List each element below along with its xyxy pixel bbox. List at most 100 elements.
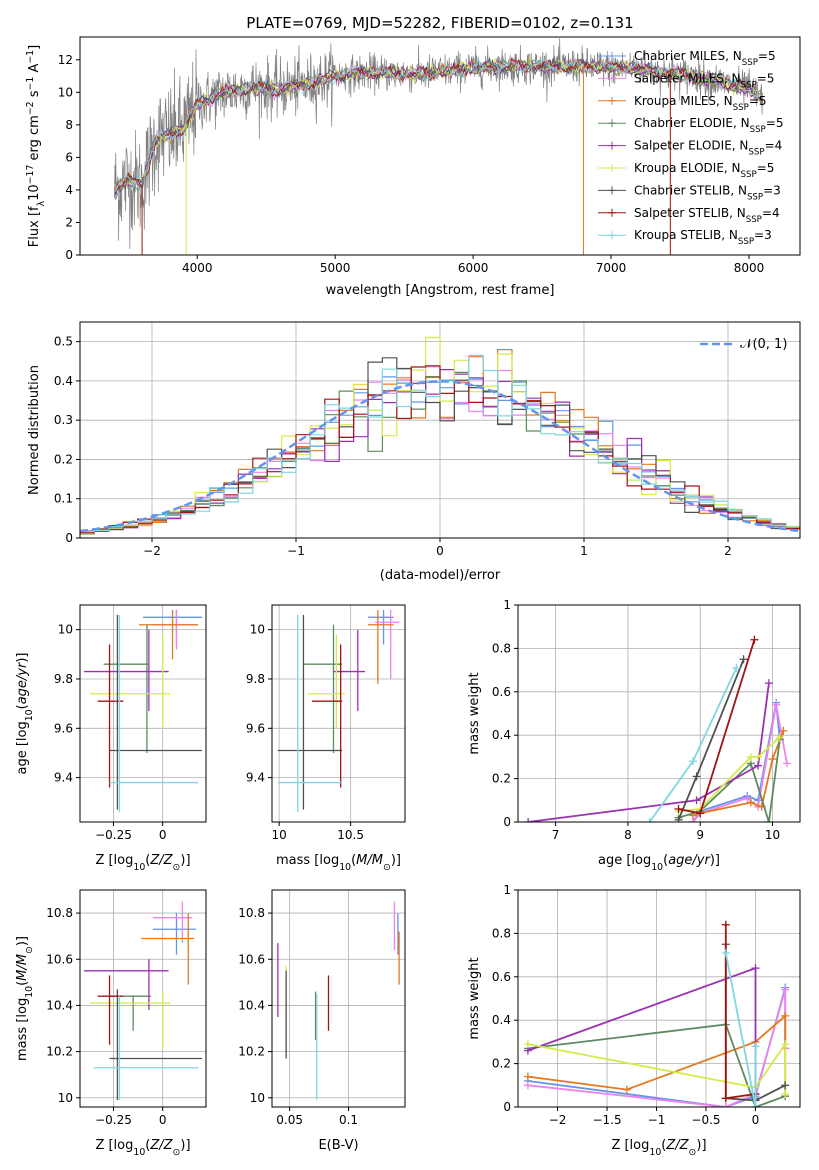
histogram-chabrier_stelib: [80, 357, 800, 532]
panel-z-vs-age: −0.25 0 9.4 9.6 9.8 10 Z [log10(Z/Z⊙)] age [log…: [15, 604, 207, 873]
legend-label: 𝒩(0, 1): [740, 337, 787, 352]
y-tick-label: 6: [65, 150, 73, 164]
axes-frame: [79, 889, 207, 1108]
panel-mass-vs-age: 10 10.5 9.4 9.6 9.8 10 mass [log10(M/M⊙)]: [246, 604, 406, 873]
plot-area: [114, 37, 764, 255]
legend-label: Kroupa STELIB, NSSP=3: [634, 228, 772, 247]
legend: Chabrier MILES, NSSP=5 Salpeter MILES, NS…: [598, 49, 783, 247]
x-tick-label: 0.05: [276, 1113, 303, 1127]
y-axis-label: Flux [fλ10−17 erg cm−2 s−1 A−1]: [25, 45, 47, 247]
axes-frame: [271, 604, 406, 823]
plot-area: [277, 609, 400, 813]
x-axis-label: wavelength [Angstrom, rest frame]: [326, 283, 555, 298]
y-tick-label: 0.1: [54, 492, 73, 506]
axes-frame: [517, 889, 801, 1108]
plot-area: [80, 336, 800, 535]
y-tick-label: 9.6: [54, 721, 73, 735]
x-tick-label: 10: [765, 828, 780, 842]
y-tick-label: 10.4: [238, 998, 265, 1012]
y-tick-label: 9.6: [246, 721, 265, 735]
x-tick-label: 7000: [596, 261, 627, 275]
x-tick-label: 9: [696, 828, 704, 842]
x-tick-label: −2: [549, 1113, 567, 1127]
y-tick-label: 8: [65, 118, 73, 132]
y-tick-label: 10: [58, 623, 73, 637]
y-tick-label: 10.8: [46, 906, 73, 920]
x-tick-label: 8: [624, 828, 632, 842]
plot-area: [524, 635, 791, 822]
y-tick-label: 10.6: [238, 952, 265, 966]
y-tick-label: 12: [58, 53, 73, 67]
weight-line-salpeter_elodie: [527, 682, 770, 822]
y-tick-label: 0.5: [54, 335, 73, 349]
x-axis-label: age [log10(age/yr)]: [598, 853, 720, 873]
y-tick-label: 2: [65, 215, 73, 229]
x-axis-label: mass [log10(M/M⊙)]: [276, 853, 401, 873]
y-tick-label: 10.2: [46, 1045, 73, 1059]
y-axis-label: mass weight: [467, 957, 482, 1039]
x-axis-label: (data-model)/error: [380, 568, 501, 583]
y-tick-label: 0.8: [492, 641, 511, 655]
x-tick-label: −0.25: [95, 1113, 132, 1127]
legend: 𝒩(0, 1): [700, 337, 787, 352]
x-tick-label: 7: [552, 828, 560, 842]
x-tick-label: 5000: [320, 261, 351, 275]
y-axis-label: mass [log10(M/M⊙)]: [15, 936, 35, 1061]
observed-spectrum: [114, 37, 763, 250]
x-tick-label: 0.1: [339, 1113, 358, 1127]
panel-age-vs-weight: 7 8 9 10 0 0.2 0.4 0.6 0.8 1 age [log10(age/yr)] ma…: [467, 598, 801, 873]
y-tick-label: 10.8: [238, 906, 265, 920]
y-tick-label: 0.2: [492, 772, 511, 786]
weight-line-kroupa_elodie: [527, 1041, 787, 1094]
model-spectrum-kroupa_stelib: [114, 56, 764, 193]
legend-label: Salpeter ELODIE, NSSP=4: [634, 139, 782, 158]
axes-frame: [79, 604, 207, 823]
y-tick-label: 9.4: [54, 771, 73, 785]
y-axis-label: mass weight: [467, 672, 482, 754]
x-tick-label: 8000: [734, 261, 765, 275]
y-tick-label: 10: [58, 1091, 73, 1105]
y-tick-label: 10: [250, 623, 265, 637]
panel-z-vs-mass: −0.25 0 10 10.2 10.4 10.6 10.8 Z [log10(Z/Z⊙)] m…: [15, 889, 207, 1158]
legend-label: Salpeter MILES, NSSP=5: [634, 71, 774, 90]
x-tick-label: −1: [648, 1113, 666, 1127]
y-tick-label: 0.4: [54, 374, 73, 388]
histogram-kroupa_stelib: [80, 354, 800, 533]
figure-title: PLATE=0769, MJD=52282, FIBERID=0102, z=0…: [246, 14, 633, 32]
y-tick-label: 10: [58, 85, 73, 99]
x-tick-label: 2: [724, 544, 732, 558]
y-tick-label: 9.8: [246, 672, 265, 686]
x-tick-label: 10.5: [337, 828, 364, 842]
axes-frame: [517, 604, 801, 823]
x-axis-label: Z [log10(Z/Z⊙)]: [611, 1138, 706, 1158]
x-tick-label: 0: [159, 828, 167, 842]
y-tick-label: 0.4: [492, 728, 511, 742]
panel-spectrum: 4000 5000 6000 7000 8000 0 2 4 6 8 10 12 wavelength …: [25, 36, 801, 298]
y-tick-label: 0.3: [54, 413, 73, 427]
y-axis-label: Normed distribution: [27, 365, 42, 495]
x-axis-label: Z [log10(Z/Z⊙)]: [95, 853, 190, 873]
normal-curve: [80, 380, 800, 533]
x-tick-label: 1: [580, 544, 588, 558]
y-tick-label: 10.4: [46, 998, 73, 1012]
x-tick-label: 6000: [458, 261, 489, 275]
y-tick-label: 0.6: [492, 970, 511, 984]
y-tick-label: 0.4: [492, 1013, 511, 1027]
legend-label: Chabrier MILES, NSSP=5: [634, 49, 776, 68]
weight-line-kroupa_stelib: [724, 952, 757, 1107]
y-tick-label: 0.2: [492, 1057, 511, 1071]
panel-residuals: −2 −1 0 1 2 0 0.1 0.2 0.3 0.4 0.5 (data-model)/erro…: [27, 321, 801, 583]
x-tick-label: 0: [436, 544, 444, 558]
y-tick-label: 0.2: [54, 452, 73, 466]
x-tick-label: −0.25: [95, 828, 132, 842]
axes-frame: [79, 36, 801, 256]
legend-label: Chabrier STELIB, NSSP=3: [634, 183, 781, 202]
y-tick-label: 10.6: [46, 952, 73, 966]
y-tick-label: 1: [503, 598, 511, 612]
plot-area: [83, 609, 203, 813]
y-tick-label: 0: [503, 1100, 511, 1114]
x-tick-label: 0: [752, 1113, 760, 1127]
plot-area: [523, 920, 790, 1107]
y-tick-label: 1: [503, 883, 511, 897]
